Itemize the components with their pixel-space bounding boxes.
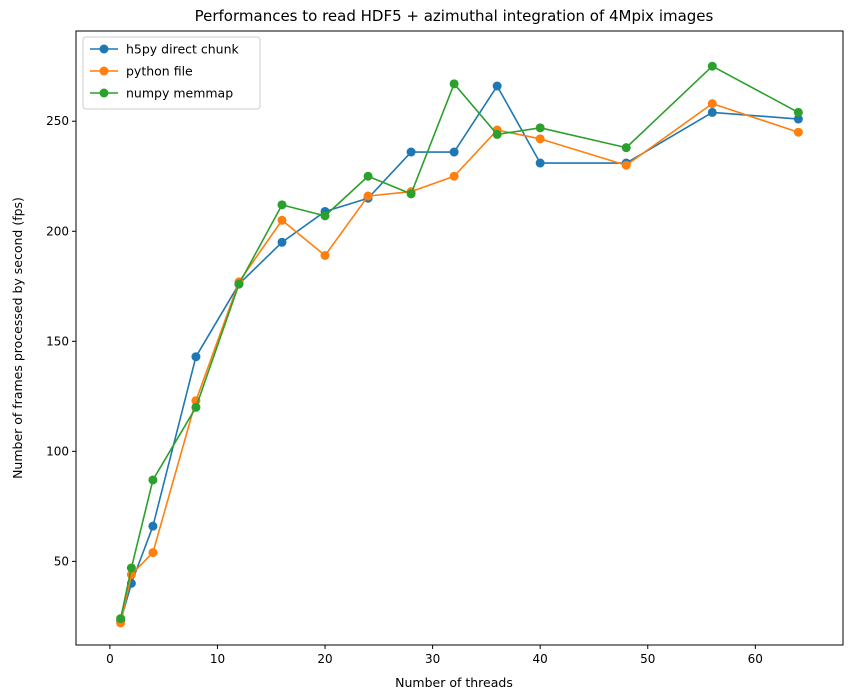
data-point xyxy=(535,158,545,168)
data-point xyxy=(363,191,373,201)
y-tick-label: 250 xyxy=(46,114,69,128)
plot-area xyxy=(116,61,803,628)
chart-title: Performances to read HDF5 + azimuthal in… xyxy=(195,7,714,25)
data-point xyxy=(492,81,502,91)
data-point xyxy=(449,147,459,157)
legend-label: numpy memmap xyxy=(126,86,233,101)
legend-item: numpy memmap xyxy=(90,86,233,101)
y-tick-label: 200 xyxy=(46,224,69,238)
data-point xyxy=(277,237,287,247)
data-point xyxy=(148,548,158,558)
data-point xyxy=(793,107,803,117)
data-point xyxy=(535,134,545,144)
data-point xyxy=(148,475,158,485)
data-point xyxy=(277,215,287,225)
y-tick-label: 100 xyxy=(46,444,69,458)
data-point xyxy=(793,114,803,124)
y-axis-label: Number of frames processed by second (fp… xyxy=(10,197,25,479)
legend-box xyxy=(82,36,261,110)
data-point xyxy=(621,143,631,153)
legend-marker xyxy=(99,44,109,54)
data-point xyxy=(621,160,631,170)
x-tick-label: 40 xyxy=(533,652,548,666)
data-point xyxy=(707,107,717,117)
data-point xyxy=(449,79,459,89)
data-point xyxy=(363,171,373,181)
data-point xyxy=(116,614,126,624)
data-point xyxy=(406,147,416,157)
x-tick-label: 50 xyxy=(640,652,655,666)
x-tick-label: 10 xyxy=(210,652,225,666)
y-tick-label: 150 xyxy=(46,334,69,348)
series-numpy-memmap xyxy=(116,61,803,624)
data-point xyxy=(320,211,330,221)
data-point xyxy=(191,402,201,412)
x-tick-label: 20 xyxy=(317,652,332,666)
x-axis-label: Number of threads xyxy=(395,675,513,690)
legend-marker xyxy=(99,66,109,76)
y-tick-label: 50 xyxy=(54,554,69,568)
data-point xyxy=(277,200,287,210)
y-axis: 50 100 150 200 250 xyxy=(46,114,76,568)
legend-label: h5py direct chunk xyxy=(126,42,240,57)
data-point xyxy=(126,563,136,573)
data-point xyxy=(191,352,201,362)
data-point xyxy=(449,171,459,181)
x-tick-label: 0 xyxy=(106,652,114,666)
data-point xyxy=(492,129,502,139)
legend-item: python file xyxy=(90,64,193,79)
x-axis: 0 10 20 30 40 50 60 xyxy=(106,645,763,666)
legend-label: python file xyxy=(126,64,193,79)
data-point xyxy=(707,99,717,109)
data-point xyxy=(707,61,717,71)
data-point xyxy=(535,123,545,133)
data-point xyxy=(793,127,803,137)
legend: h5py direct chunk python file numpy memmap xyxy=(82,36,261,110)
x-tick-label: 60 xyxy=(748,652,763,666)
data-point xyxy=(148,521,158,531)
legend-marker xyxy=(99,88,109,98)
plot-frame xyxy=(75,30,844,646)
data-point xyxy=(234,279,244,289)
legend-item: h5py direct chunk xyxy=(90,42,240,57)
data-point xyxy=(320,250,330,260)
data-point xyxy=(406,189,416,199)
x-tick-label: 30 xyxy=(425,652,440,666)
